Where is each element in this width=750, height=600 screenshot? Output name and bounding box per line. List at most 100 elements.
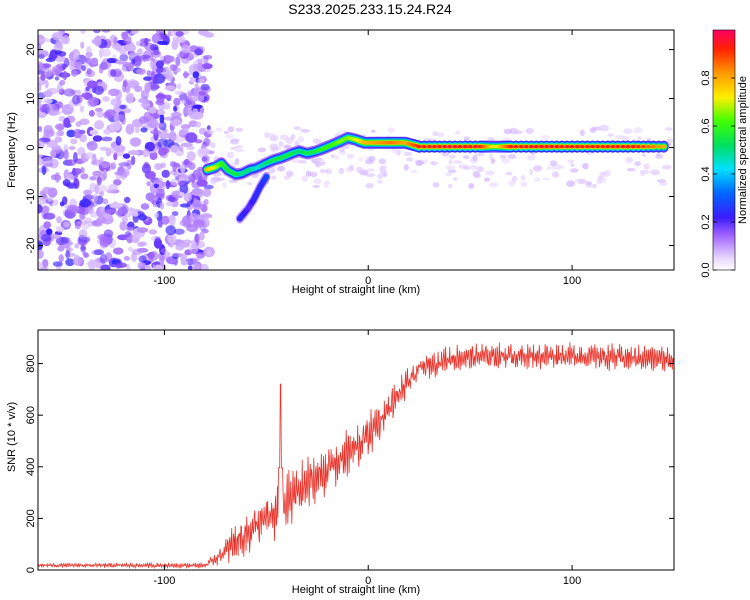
noise-blob — [192, 104, 203, 109]
noise-blob — [61, 196, 68, 206]
signal-trace — [202, 131, 669, 224]
noise-blob — [116, 59, 124, 65]
noise-blob — [203, 32, 215, 38]
noise-blob — [138, 241, 148, 246]
noise-blob — [151, 33, 161, 44]
noise-blob — [153, 183, 159, 189]
noise-blob — [163, 139, 175, 148]
noise-blob — [171, 39, 179, 50]
noise-blob — [177, 36, 186, 43]
noise-blob — [176, 83, 182, 90]
noise-blob — [96, 176, 102, 186]
signal-cell — [539, 144, 544, 149]
halo-blob — [285, 170, 294, 177]
noise-blob — [69, 59, 75, 71]
halo-blob — [410, 170, 418, 173]
noise-blob — [39, 194, 49, 201]
noise-blob — [130, 155, 136, 166]
noise-blob — [170, 200, 179, 208]
noise-blob — [191, 111, 204, 120]
noise-blob — [192, 258, 198, 264]
signal-cell — [564, 144, 570, 149]
noise-blob — [38, 139, 45, 150]
noise-blob — [146, 181, 151, 187]
halo-blob — [477, 166, 484, 173]
noise-blob — [187, 265, 193, 270]
noise-blob — [153, 127, 158, 135]
noise-blob — [170, 111, 182, 118]
noise-blob — [180, 164, 186, 174]
noise-blob — [148, 194, 159, 204]
noise-blob — [49, 142, 58, 148]
noise-blob — [199, 147, 210, 156]
noise-blob — [110, 202, 123, 208]
halo-blob — [585, 181, 593, 186]
signal-cell — [533, 144, 539, 149]
noise-blob — [40, 73, 46, 81]
noise-blob — [93, 249, 105, 256]
noise-blob — [148, 229, 158, 235]
noise-blob — [180, 44, 191, 54]
noise-blob — [88, 96, 100, 107]
halo-blob — [223, 130, 229, 135]
noise-blob — [189, 243, 199, 255]
y-tick-label: 0 — [25, 144, 37, 150]
noise-blob — [113, 179, 122, 186]
noise-blob — [128, 80, 140, 88]
halo-blob — [449, 154, 456, 159]
snr-ticks: -100 0 100 0 200 400 600 800 — [25, 330, 674, 587]
halo-blob — [437, 132, 445, 138]
signal-cell — [630, 144, 636, 149]
noise-blob — [153, 264, 163, 270]
signal-cell — [416, 144, 422, 149]
colorbar-gradient — [712, 29, 736, 271]
noise-blob — [191, 173, 196, 185]
noise-blob — [50, 234, 61, 240]
y-tick-label: -20 — [25, 238, 37, 254]
noise-blob — [54, 41, 64, 53]
y-tick-label: 200 — [25, 509, 37, 527]
noise-blob — [50, 109, 62, 116]
signal-cell — [620, 144, 626, 149]
halo-blob — [320, 169, 329, 173]
noise-blob — [173, 228, 185, 235]
noise-blob — [85, 86, 90, 92]
noise-blob — [165, 201, 173, 207]
noise-blob — [41, 206, 49, 214]
noise-blob — [175, 56, 181, 67]
noise-blob — [162, 35, 169, 41]
snr-frame — [37, 329, 675, 571]
halo-blob — [551, 171, 560, 178]
halo-blob — [597, 176, 607, 184]
halo-blob — [614, 135, 625, 140]
noise-blob — [115, 136, 122, 146]
signal-cell — [600, 144, 606, 149]
noise-blob — [46, 228, 53, 235]
halo-blob — [283, 175, 291, 180]
halo-blob — [432, 182, 440, 188]
spectrogram-frame — [37, 29, 675, 271]
noise-blob — [119, 168, 130, 178]
noise-blob — [67, 173, 75, 181]
noise-blob — [198, 91, 206, 96]
signal-cell — [610, 144, 616, 149]
noise-blob — [55, 132, 60, 141]
noise-blob — [125, 123, 135, 135]
noise-blob — [59, 79, 66, 86]
noise-blob — [78, 236, 91, 243]
noise-blob — [192, 219, 205, 228]
halo-blob — [356, 166, 363, 174]
noise-blob — [202, 63, 213, 70]
halo-blob — [323, 181, 330, 188]
halo-blob — [271, 175, 277, 180]
noise-blob — [143, 111, 152, 122]
noise-blob — [170, 119, 182, 127]
noise-blob — [81, 93, 86, 98]
noise-blob — [125, 30, 132, 34]
halo-blob — [378, 158, 386, 165]
snr-xlabel: Height of straight line (km) — [292, 584, 420, 596]
noise-blob — [196, 251, 205, 259]
noise-blob — [65, 250, 70, 260]
noise-blob — [126, 263, 131, 270]
signal-cell — [554, 144, 560, 149]
